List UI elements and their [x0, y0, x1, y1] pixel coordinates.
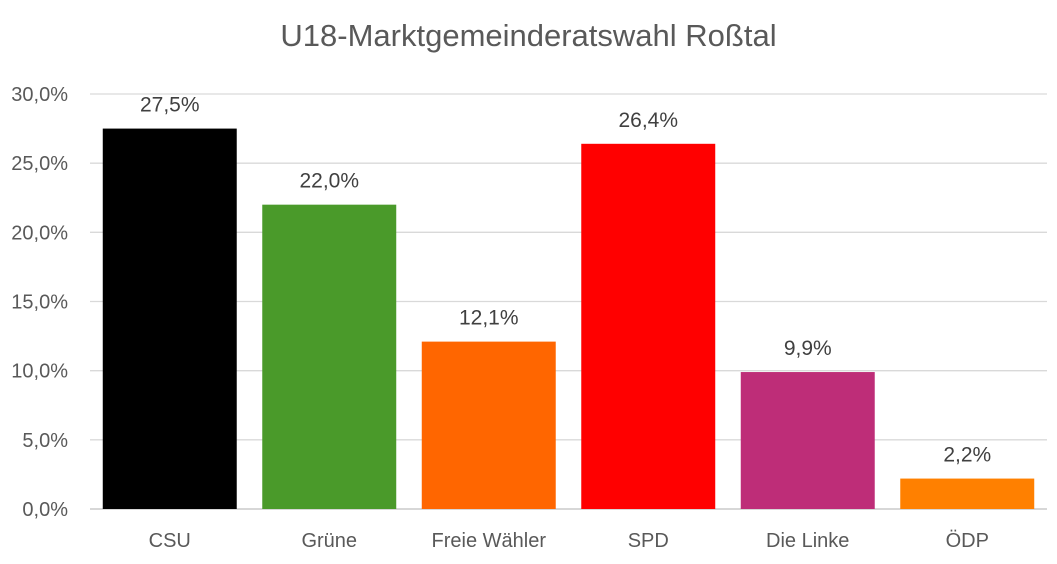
bar [102, 128, 237, 510]
bar [581, 143, 716, 510]
y-axis-ticks: 0,0% 5,0% 10,0% 15,0% 20,0% 25,0% 30,0% [11, 84, 68, 521]
data-label: 2,2% [943, 444, 991, 467]
data-label: 27,5% [140, 94, 200, 117]
data-label: 12,1% [459, 307, 519, 330]
bar [421, 341, 556, 509]
x-tick-label: CSU [149, 530, 191, 552]
grid-lines [90, 93, 1047, 510]
data-label: 26,4% [618, 109, 678, 132]
y-tick-label: 10,0% [11, 361, 68, 383]
y-tick-label: 15,0% [11, 292, 68, 314]
data-labels: 27,5% 22,0% 12,1% 26,4% 9,9% 2,2% [140, 94, 991, 467]
y-tick-label: 20,0% [11, 222, 68, 244]
chart-title: U18-Marktgemeinderatswahl Roßtal [280, 18, 777, 53]
bar [740, 372, 875, 509]
data-label: 9,9% [784, 337, 832, 360]
y-tick-label: 5,0% [22, 430, 68, 452]
x-axis-ticks: CSU Grüne Freie Wähler SPD Die Linke ÖDP [149, 530, 989, 552]
x-tick-label: ÖDP [946, 530, 989, 552]
y-tick-label: 0,0% [22, 499, 68, 521]
data-label: 22,0% [299, 170, 359, 193]
x-tick-label: Die Linke [766, 530, 849, 552]
bars [102, 128, 1035, 510]
bar [900, 478, 1035, 509]
y-tick-label: 25,0% [11, 153, 68, 175]
x-tick-label: Grüne [301, 530, 357, 552]
y-tick-label: 30,0% [11, 84, 68, 106]
x-tick-label: Freie Wähler [432, 530, 547, 552]
x-tick-label: SPD [628, 530, 669, 552]
bar [262, 204, 397, 509]
